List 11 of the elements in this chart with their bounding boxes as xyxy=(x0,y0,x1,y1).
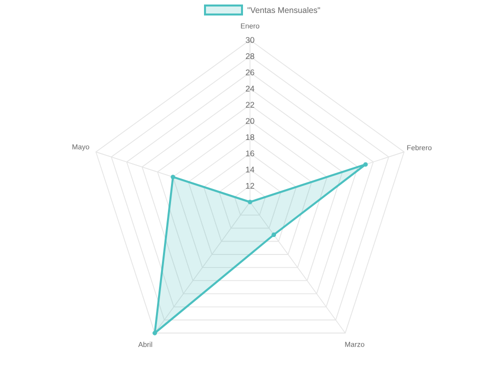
y-tick-label: 30 xyxy=(246,37,254,43)
y-tick-label: 20 xyxy=(246,118,254,124)
y-tick-label: 24 xyxy=(246,86,254,92)
y-tick-label: 18 xyxy=(246,134,254,140)
y-tick-label: 16 xyxy=(246,150,254,156)
y-tick-label: 26 xyxy=(246,69,254,76)
legend-label: "Ventas Mensuales" xyxy=(248,6,320,14)
y-tick-label: 12 xyxy=(246,182,254,189)
y-tick-label: 14 xyxy=(246,166,254,172)
y-tick-label: 28 xyxy=(246,53,254,60)
y-tick-label: 22 xyxy=(246,102,254,108)
